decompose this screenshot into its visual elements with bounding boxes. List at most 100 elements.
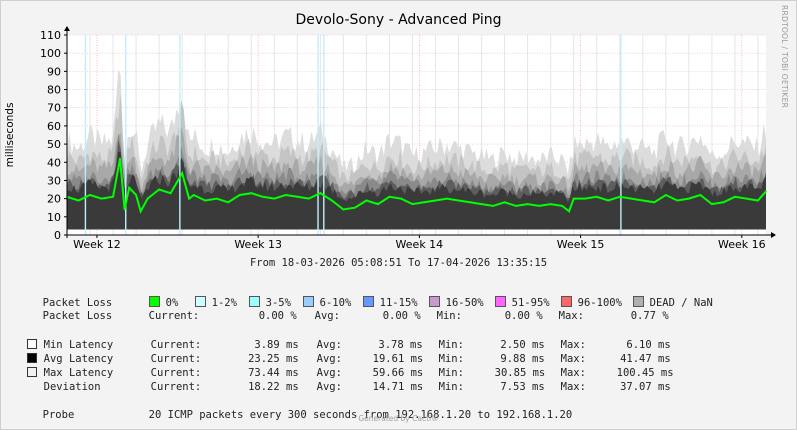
avg-latency-point [503, 201, 506, 204]
loss-range-swatch [148, 296, 160, 307]
max-label: Max: [560, 339, 586, 351]
avg-label: Avg: [316, 339, 342, 351]
loss-range-swatch [194, 296, 206, 307]
loss-range-swatch [632, 296, 644, 307]
y-axis-label: milliseconds [4, 103, 16, 168]
min-latency-row: Min Latency Current: 3.89 ms Avg: 3.78 ms Min… [14, 327, 671, 351]
avg-latency-point [572, 197, 575, 200]
y-tick-label: 110 [40, 29, 61, 42]
footer-credit: Generated by Cacti® [358, 414, 439, 423]
avg-latency-point [273, 197, 276, 200]
avg-latency-point [411, 203, 414, 205]
packet-loss-ranges: 0% 1-2% 3-5% 6-10% 11-15% 16-50% 51-95% 96-100%… [148, 296, 713, 309]
avg-latency-point [112, 195, 114, 198]
loss-range-4: 11-15% [362, 296, 429, 309]
avg-latency-point [653, 201, 656, 204]
current-label: Current: [150, 367, 202, 379]
x-tick-label: Week 15 [557, 238, 605, 251]
avg-latency-point [128, 186, 131, 189]
avg-latency-point [561, 205, 564, 207]
packet-loss-legend: Packet Loss 0% 1-2% 3-5% 6-10% 11-15% 16-50% 51… [30, 284, 713, 309]
min-value: 30.85 ms [494, 367, 546, 379]
y-tick-label: 10 [47, 211, 61, 224]
min-label: Min: [438, 353, 464, 365]
loss-range-label: 3-5% [265, 297, 291, 309]
avg-latency-point [423, 201, 425, 204]
avg-latency-point [584, 197, 587, 200]
loss-range-label: 96-100% [577, 297, 622, 309]
latency-chart: 0 10 20 30 40 50 60 70 80 90 100 110 Week 12 Week 13 W… [4, 26, 776, 251]
avg-latency-point [722, 201, 725, 204]
loss-range-label: DEAD / NaN [649, 297, 713, 309]
loss-range-swatch [302, 296, 314, 307]
loss-range-swatch [428, 296, 440, 307]
avg-latency-point [388, 195, 391, 198]
y-axis-arrow [64, 26, 70, 31]
max-value: 100.45 ms [616, 367, 674, 379]
avg-value: 19.61 ms [372, 353, 424, 365]
avg-latency-point [757, 199, 759, 202]
y-tick-label: 60 [47, 120, 61, 133]
y-tick-label: 90 [47, 65, 61, 78]
y-tick-label: 50 [47, 138, 61, 151]
avg-latency-point [365, 199, 368, 202]
max-label: Max: [558, 310, 584, 322]
loss-range-7: 96-100% [560, 296, 633, 309]
avg-latency-point [135, 194, 137, 196]
avg-latency-point [457, 199, 460, 202]
x-tick-label: Week 13 [234, 238, 282, 251]
current-label: Current: [150, 353, 202, 365]
packet-loss-legend-label: Packet Loss [42, 297, 113, 309]
avg-latency-point [469, 201, 471, 204]
stat-name: Min Latency [43, 339, 114, 351]
avg-latency-point [158, 188, 161, 191]
current-label: Current: [150, 339, 202, 351]
loss-range-label: 0% [165, 297, 179, 309]
current-value: 23.25 ms [248, 353, 299, 365]
avg-value: 3.78 ms [378, 339, 423, 351]
min-value: 9.88 ms [500, 353, 545, 365]
loss-range-swatch [248, 296, 260, 307]
probe-label: Probe [42, 409, 75, 421]
avg-latency-point [568, 210, 570, 213]
stat-name: Max Latency [43, 367, 114, 379]
avg-latency-point [123, 208, 126, 211]
max-label: Max: [560, 353, 586, 365]
avg-latency-point [330, 199, 333, 202]
avg-latency-swatch [26, 353, 37, 363]
latency-smoke-band [67, 151, 766, 230]
avg-latency-point [192, 194, 195, 196]
avg-latency-point [89, 194, 91, 196]
avg-latency-point [319, 192, 322, 195]
avg-label: Avg: [316, 367, 342, 379]
min-value: 2.50 ms [500, 339, 545, 351]
current-value: 73.44 ms [248, 367, 299, 379]
loss-range-0: 0% [148, 296, 195, 309]
loss-range-swatch [560, 296, 572, 307]
current-value: 3.89 ms [254, 339, 299, 351]
avg-latency-point [618, 195, 621, 198]
avg-latency-point [377, 203, 379, 205]
avg-latency-point [641, 199, 644, 202]
max-latency-row: Max Latency Current: 73.44 ms Avg: 59.66 ms M… [14, 355, 674, 379]
loss-range-5: 16-50% [428, 296, 495, 309]
avg-latency-point [630, 197, 633, 200]
min-label: Min: [436, 310, 462, 322]
stat-name: Avg Latency [43, 353, 114, 365]
current-value: 18.22 ms [248, 381, 299, 393]
avg-latency-point [238, 194, 241, 196]
avg-latency-point [607, 199, 610, 202]
avg-latency-point [538, 205, 541, 207]
y-tick-label: 20 [47, 193, 61, 206]
deviation-row: Deviation Current: 18.22 ms Avg: 14.71 ms Min… [14, 369, 671, 393]
avg-label: Avg: [316, 353, 342, 365]
avg-latency-point [284, 194, 287, 196]
min-latency-swatch [26, 339, 37, 349]
x-tick-label: Week 16 [718, 238, 766, 251]
y-tick-label: 30 [47, 174, 61, 187]
avg-latency-point [400, 197, 402, 200]
loss-range-label: 11-15% [379, 297, 418, 309]
avg-latency-point [215, 197, 218, 200]
avg-latency-point [204, 199, 207, 202]
min-value: 0.00 % [504, 310, 543, 322]
